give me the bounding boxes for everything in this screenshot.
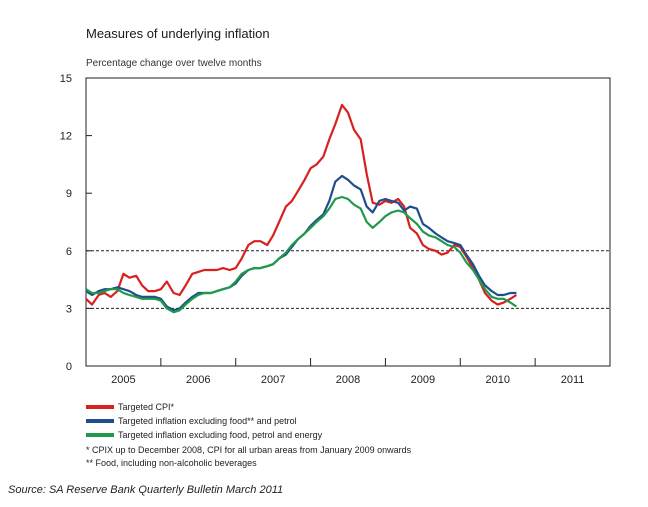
y-tick-label: 12	[60, 131, 72, 143]
chart-subtitle: Percentage change over twelve months	[86, 58, 262, 69]
y-tick-label: 9	[66, 188, 72, 200]
y-tick-label: 3	[66, 303, 72, 315]
plot-frame	[85, 77, 611, 367]
legend-label: Targeted inflation excluding food, petro…	[118, 430, 323, 440]
series-line-0	[85, 103, 517, 306]
y-tick-label: 15	[60, 73, 72, 85]
footnote-food: ** Food, including non-alcoholic beverag…	[86, 458, 257, 468]
legend-swatch-red	[86, 405, 114, 409]
x-tick-label: 2009	[411, 374, 435, 386]
footnote-cpix: * CPIX up to December 2008, CPI for all …	[86, 445, 412, 455]
y-tick-label: 6	[66, 246, 72, 258]
line-chart: 0 3 6 9 12 15 2005 2006 2007 2008 2009 2010 2011	[60, 73, 611, 386]
legend-item-excl-food-petrol: Targeted inflation excluding food** and …	[86, 414, 322, 428]
chart-title: Measures of underlying inflation	[86, 26, 270, 41]
x-tick-label: 2010	[485, 374, 509, 386]
x-tick-label: 2005	[111, 374, 135, 386]
source-citation: Source: SA Reserve Bank Quarterly Bullet…	[8, 484, 284, 496]
x-tick-label: 2007	[261, 374, 285, 386]
x-tick-label: 2006	[186, 374, 210, 386]
series-line-2	[85, 195, 517, 314]
chart-notes: * CPIX up to December 2008, CPI for all …	[86, 444, 411, 470]
legend-swatch-blue	[86, 419, 114, 423]
legend-label: Targeted inflation excluding food** and …	[118, 416, 297, 426]
x-tick-label: 2011	[561, 374, 585, 386]
legend-label: Targeted CPI*	[118, 402, 175, 412]
chart-legend: Targeted CPI* Targeted inflation excludi…	[86, 400, 322, 442]
legend-swatch-green	[86, 433, 114, 437]
y-tick-label: 0	[66, 361, 72, 373]
legend-item-targeted-cpi: Targeted CPI*	[86, 400, 322, 414]
x-tick-label: 2008	[336, 374, 360, 386]
legend-item-excl-food-petrol-energy: Targeted inflation excluding food, petro…	[86, 428, 322, 442]
